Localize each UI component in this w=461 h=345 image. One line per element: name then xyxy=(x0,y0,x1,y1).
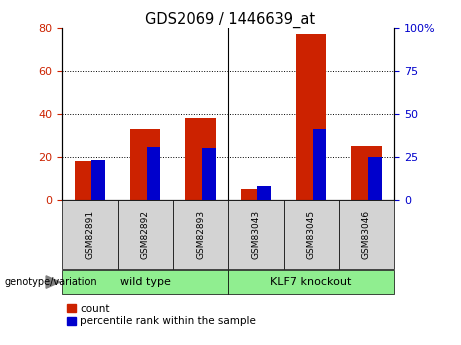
Bar xyxy=(91,160,105,200)
Bar xyxy=(118,200,173,269)
Text: GSM82891: GSM82891 xyxy=(85,210,95,259)
Bar xyxy=(173,200,228,269)
Polygon shape xyxy=(46,276,60,288)
Text: GSM83046: GSM83046 xyxy=(362,210,371,259)
Bar xyxy=(62,270,228,294)
Bar xyxy=(228,200,284,269)
Text: wild type: wild type xyxy=(120,277,171,287)
Bar xyxy=(284,200,339,269)
Text: GSM82892: GSM82892 xyxy=(141,210,150,259)
Text: GSM82893: GSM82893 xyxy=(196,210,205,259)
Bar xyxy=(147,147,160,200)
Bar xyxy=(185,118,216,200)
Bar xyxy=(296,34,326,200)
Text: KLF7 knockout: KLF7 knockout xyxy=(271,277,352,287)
Bar xyxy=(313,129,326,200)
Text: genotype/variation: genotype/variation xyxy=(5,277,97,287)
Bar xyxy=(339,200,394,269)
Text: GDS2069 / 1446639_at: GDS2069 / 1446639_at xyxy=(145,12,316,28)
Legend: count, percentile rank within the sample: count, percentile rank within the sample xyxy=(67,304,256,326)
Bar xyxy=(130,129,160,200)
Bar xyxy=(75,161,105,200)
Bar xyxy=(241,189,271,200)
Bar xyxy=(257,186,271,200)
Text: GSM83045: GSM83045 xyxy=(307,210,316,259)
Text: GSM83043: GSM83043 xyxy=(251,210,260,259)
Bar xyxy=(351,146,382,200)
Bar xyxy=(202,148,216,200)
Bar xyxy=(368,157,382,200)
Bar xyxy=(62,200,118,269)
Bar xyxy=(228,270,394,294)
